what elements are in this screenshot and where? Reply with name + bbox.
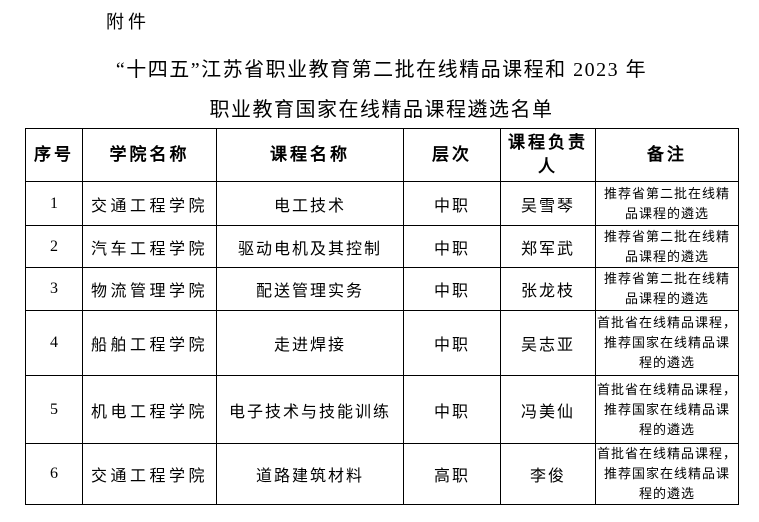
cell-level: 高职 — [403, 443, 501, 505]
header-remark: 备注 — [595, 128, 739, 182]
cell-course: 驱动电机及其控制 — [216, 225, 404, 268]
attachment-label: 附件 — [106, 12, 150, 32]
cell-level: 中职 — [403, 225, 501, 268]
document-title-line-2: 职业教育国家在线精品课程遴选名单 — [209, 99, 554, 121]
cell-level: 中职 — [403, 310, 501, 376]
table-header-row: 序号 学院名称 课程名称 层次 课程负责人 备注 — [25, 128, 739, 182]
cell-no: 2 — [25, 225, 83, 268]
cell-leader: 冯美仙 — [500, 375, 596, 444]
cell-leader: 吴雪琴 — [500, 181, 596, 226]
table-row: 5 机电工程学院 电子技术与技能训练 中职 冯美仙 首批省在线精品课程， 推荐国… — [25, 375, 739, 444]
cell-no: 4 — [25, 310, 83, 376]
header-leader: 课程负责人 — [500, 128, 596, 182]
table-row: 6 交通工程学院 道路建筑材料 高职 李俊 首批省在线精品课程， 推荐国家在线精… — [25, 443, 739, 505]
header-college: 学院名称 — [82, 128, 217, 182]
cell-no: 3 — [25, 267, 83, 311]
cell-remark: 推荐省第二批在线精 品课程的遴选 — [595, 225, 739, 268]
cell-course: 电工技术 — [216, 181, 404, 226]
cell-college: 船舶工程学院 — [82, 310, 217, 376]
cell-course: 配送管理实务 — [216, 267, 404, 311]
header-no: 序号 — [25, 128, 83, 182]
cell-leader: 吴志亚 — [500, 310, 596, 376]
cell-no: 1 — [25, 181, 83, 226]
table-row: 1 交通工程学院 电工技术 中职 吴雪琴 推荐省第二批在线精 品课程的遴选 — [25, 181, 739, 226]
table-row: 4 船舶工程学院 走进焊接 中职 吴志亚 首批省在线精品课程， 推荐国家在线精品… — [25, 310, 739, 376]
table-row: 2 汽车工程学院 驱动电机及其控制 中职 郑军武 推荐省第二批在线精 品课程的遴… — [25, 225, 739, 268]
cell-leader: 李俊 — [500, 443, 596, 505]
cell-college: 物流管理学院 — [82, 267, 217, 311]
table-row: 3 物流管理学院 配送管理实务 中职 张龙枝 推荐省第二批在线精 品课程的遴选 — [25, 267, 739, 311]
cell-leader: 郑军武 — [500, 225, 596, 268]
cell-remark: 首批省在线精品课程， 推荐国家在线精品课 程的遴选 — [595, 310, 739, 376]
header-course: 课程名称 — [216, 128, 404, 182]
cell-no: 6 — [25, 443, 83, 505]
cell-course: 电子技术与技能训练 — [216, 375, 404, 444]
cell-level: 中职 — [403, 375, 501, 444]
selection-list-table: 序号 学院名称 课程名称 层次 课程负责人 备注 1 交通工程学院 电工技术 中… — [25, 128, 739, 505]
cell-college: 交通工程学院 — [82, 443, 217, 505]
header-level: 层次 — [403, 128, 501, 182]
cell-leader: 张龙枝 — [500, 267, 596, 311]
cell-no: 5 — [25, 375, 83, 444]
document-title-line-1: “十四五”江苏省职业教育第二批在线精品课程和 2023 年 — [115, 59, 648, 81]
cell-remark: 推荐省第二批在线精 品课程的遴选 — [595, 267, 739, 311]
cell-course: 道路建筑材料 — [216, 443, 404, 505]
cell-remark: 首批省在线精品课程， 推荐国家在线精品课 程的遴选 — [595, 375, 739, 444]
cell-level: 中职 — [403, 267, 501, 311]
cell-level: 中职 — [403, 181, 501, 226]
cell-remark: 首批省在线精品课程， 推荐国家在线精品课 程的遴选 — [595, 443, 739, 505]
cell-remark: 推荐省第二批在线精 品课程的遴选 — [595, 181, 739, 226]
cell-course: 走进焊接 — [216, 310, 404, 376]
cell-college: 交通工程学院 — [82, 181, 217, 226]
cell-college: 机电工程学院 — [82, 375, 217, 444]
cell-college: 汽车工程学院 — [82, 225, 217, 268]
